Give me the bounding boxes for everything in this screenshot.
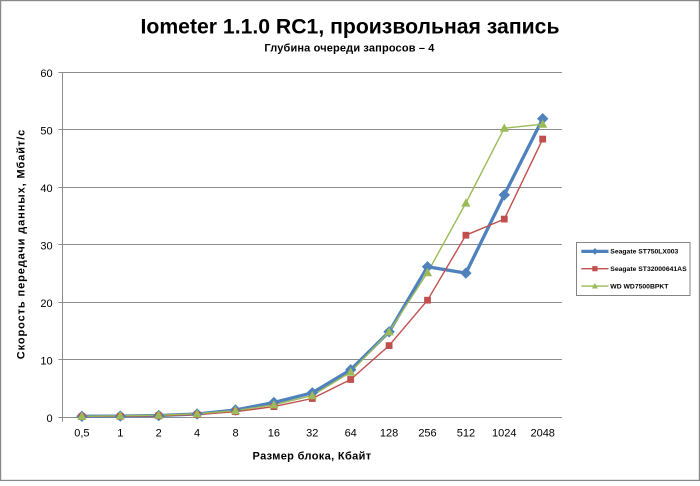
svg-text:0,5: 0,5 (74, 428, 89, 440)
svg-text:Размер блока, Кбайт: Размер блока, Кбайт (253, 451, 372, 463)
svg-text:1: 1 (117, 428, 123, 440)
svg-text:20: 20 (40, 298, 52, 310)
svg-text:Скорость передачи данных, Мбай: Скорость передачи данных, Мбайт/с (16, 129, 28, 359)
svg-text:60: 60 (40, 68, 52, 80)
svg-text:50: 50 (40, 126, 52, 138)
svg-text:40: 40 (40, 183, 52, 195)
svg-text:2: 2 (156, 428, 162, 440)
svg-text:4: 4 (194, 428, 200, 440)
svg-text:Iometer 1.1.0 RC1, произвольна: Iometer 1.1.0 RC1, произвольная запись (141, 15, 560, 38)
svg-text:8: 8 (232, 428, 238, 440)
svg-text:Глубина очереди запросов – 4: Глубина очереди запросов – 4 (264, 43, 435, 55)
svg-text:Seagate ST750LX003: Seagate ST750LX003 (610, 249, 678, 256)
svg-text:1024: 1024 (492, 428, 516, 440)
svg-text:256: 256 (418, 428, 436, 440)
svg-text:WD WD7500BPKT: WD WD7500BPKT (610, 283, 669, 290)
svg-text:10: 10 (40, 356, 52, 368)
svg-text:128: 128 (380, 428, 398, 440)
svg-text:32: 32 (306, 428, 318, 440)
svg-text:Seagate ST32000641AS: Seagate ST32000641AS (610, 266, 687, 273)
svg-text:2048: 2048 (530, 428, 554, 440)
svg-text:16: 16 (268, 428, 280, 440)
svg-text:512: 512 (457, 428, 475, 440)
svg-text:30: 30 (40, 241, 52, 253)
svg-text:0: 0 (46, 413, 52, 425)
svg-text:64: 64 (345, 428, 357, 440)
